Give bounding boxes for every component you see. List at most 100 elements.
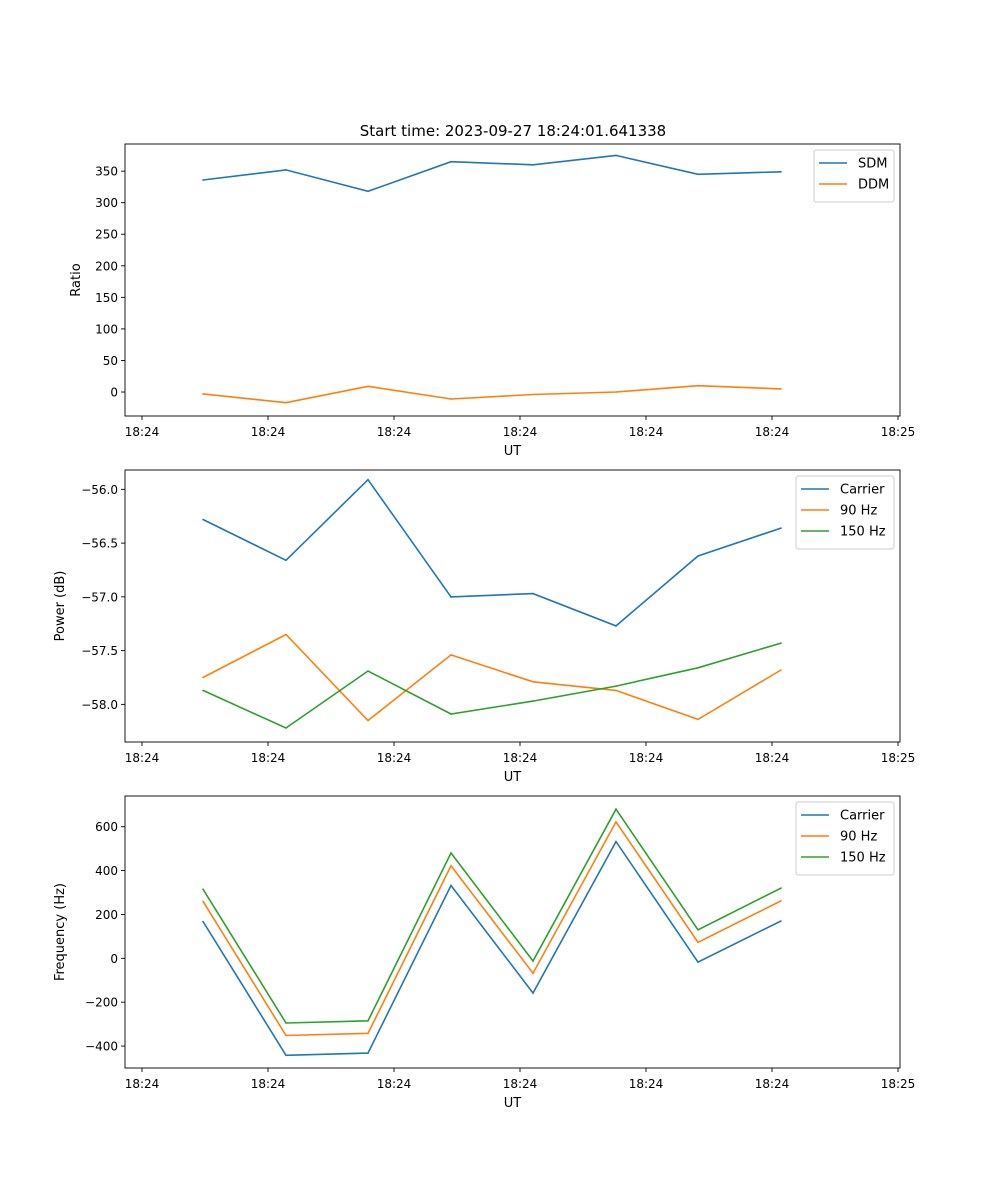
frequency-legend-label: 90 Hz — [840, 830, 877, 845]
power-data-point — [697, 667, 699, 669]
frequency-y-tick-label: 400 — [95, 864, 118, 878]
frequency-x-axis-label: UT — [504, 1096, 522, 1111]
frequency-x-tick-label: 18:24 — [125, 1077, 160, 1091]
power-data-point — [285, 559, 287, 562]
ratio-y-tick-label: 50 — [103, 354, 118, 368]
ratio-data-point — [285, 401, 287, 404]
frequency-data-point — [615, 808, 617, 810]
power-x-tick-label: 18:24 — [755, 751, 790, 765]
power-x-tick-label: 18:24 — [377, 751, 412, 765]
power-data-point — [450, 596, 452, 598]
ratio-data-point — [450, 160, 452, 163]
ratio-y-tick-label: 200 — [95, 259, 118, 273]
power-x-tick-label: 18:24 — [125, 751, 160, 765]
frequency-data-point — [367, 1052, 369, 1054]
frequency-y-tick-label: 200 — [95, 908, 118, 922]
frequency-data-point — [780, 900, 782, 902]
power-data-point — [697, 718, 699, 721]
frequency-data-point — [202, 888, 204, 890]
ratio-data-point — [367, 385, 369, 388]
power-x-axis-label: UT — [504, 770, 522, 785]
frequency-data-point — [367, 1032, 369, 1035]
power-legend-label: 150 Hz — [840, 525, 886, 540]
power-y-axis-label: Power (dB) — [53, 571, 68, 642]
power-data-point — [202, 676, 204, 679]
frequency-series-90-hz — [202, 820, 782, 1037]
ratio-y-axis-label: Ratio — [69, 263, 84, 296]
ratio-data-point — [697, 173, 699, 176]
frequency-data-point — [532, 960, 534, 962]
ratio-data-point — [780, 388, 782, 390]
ratio-data-point — [615, 154, 617, 157]
frequency-data-point — [532, 992, 534, 994]
power-data-point — [367, 670, 369, 672]
frequency-data-point — [450, 852, 452, 854]
frequency-data-point — [615, 840, 617, 843]
power-legend-label: Carrier — [840, 483, 885, 498]
ratio-series-sdm — [202, 154, 782, 193]
power-x-tick-label: 18:24 — [251, 751, 286, 765]
power-data-point — [450, 713, 452, 715]
frequency-x-tick-label: 18:25 — [881, 1077, 916, 1091]
power-data-point — [780, 527, 782, 529]
frequency-x-tick-label: 18:24 — [251, 1077, 286, 1091]
ratio-legend-label: DDM — [858, 178, 889, 193]
power-data-point — [202, 689, 204, 692]
power-series-150-hz — [202, 642, 782, 729]
ratio-legend-label: SDM — [858, 157, 887, 172]
frequency-x-tick-label: 18:24 — [755, 1077, 790, 1091]
ratio-x-tick-label: 18:24 — [125, 425, 160, 439]
power-y-tick-label: −57.5 — [81, 644, 118, 658]
frequency-data-point — [202, 920, 204, 923]
frequency-data-point — [202, 900, 204, 903]
chart-frequency: 18:24 18:24 18:24 18:24 18:24 18:24 18:25 −400 −… — [53, 795, 916, 1111]
frequency-data-point — [615, 821, 617, 823]
frequency-data-point — [450, 865, 452, 867]
frequency-data-point — [780, 920, 782, 922]
frequency-legend-label: 150 Hz — [840, 851, 886, 866]
power-data-point — [367, 719, 369, 722]
power-data-point — [367, 478, 369, 481]
power-y-tick-label: −58.0 — [81, 698, 118, 712]
power-data-point — [615, 689, 617, 692]
frequency-data-point — [532, 972, 534, 974]
power-x-tick-label: 18:24 — [503, 751, 538, 765]
frequency-data-point — [697, 961, 699, 963]
power-data-point — [532, 592, 534, 595]
frequency-x-tick-label: 18:24 — [503, 1077, 538, 1091]
ratio-data-point — [285, 169, 287, 171]
frequency-y-tick-label: −200 — [85, 996, 118, 1010]
ratio-y-tick-label: 250 — [95, 228, 118, 242]
power-data-point — [285, 633, 287, 636]
ratio-y-tick-label: 350 — [95, 165, 118, 179]
chart-power: 18:24 18:24 18:24 18:24 18:24 18:24 18:25 −58.0… — [53, 469, 916, 785]
frequency-series-150-hz — [202, 807, 782, 1024]
frequency-x-tick-label: 18:24 — [377, 1077, 412, 1091]
frequency-data-point — [450, 884, 452, 887]
power-data-point — [780, 642, 782, 644]
frequency-data-point — [285, 1034, 287, 1037]
power-x-tick-label: 18:25 — [881, 751, 916, 765]
power-legend-label: 90 Hz — [840, 504, 877, 519]
ratio-axes-frame — [124, 143, 901, 417]
ratio-x-tick-label: 18:24 — [755, 425, 790, 439]
ratio-data-point — [697, 384, 699, 387]
ratio-x-tick-label: 18:25 — [881, 425, 916, 439]
ratio-data-point — [202, 393, 204, 395]
ratio-y-tick-label: 300 — [95, 196, 118, 210]
frequency-y-tick-label: −400 — [85, 1040, 118, 1054]
power-data-point — [697, 555, 699, 557]
ratio-y-tick-label: 100 — [95, 322, 118, 336]
power-data-point — [615, 685, 617, 687]
power-data-point — [780, 669, 782, 671]
ratio-x-tick-label: 18:24 — [377, 425, 412, 439]
power-y-tick-label: −57.0 — [81, 590, 118, 604]
ratio-data-point — [450, 398, 452, 400]
frequency-axes-frame — [124, 795, 901, 1069]
power-x-tick-label: 18:24 — [629, 751, 664, 765]
frequency-x-tick-label: 18:24 — [629, 1077, 664, 1091]
ratio-y-tick-label: 150 — [95, 291, 118, 305]
frequency-data-point — [780, 887, 782, 889]
power-data-point — [450, 654, 452, 656]
